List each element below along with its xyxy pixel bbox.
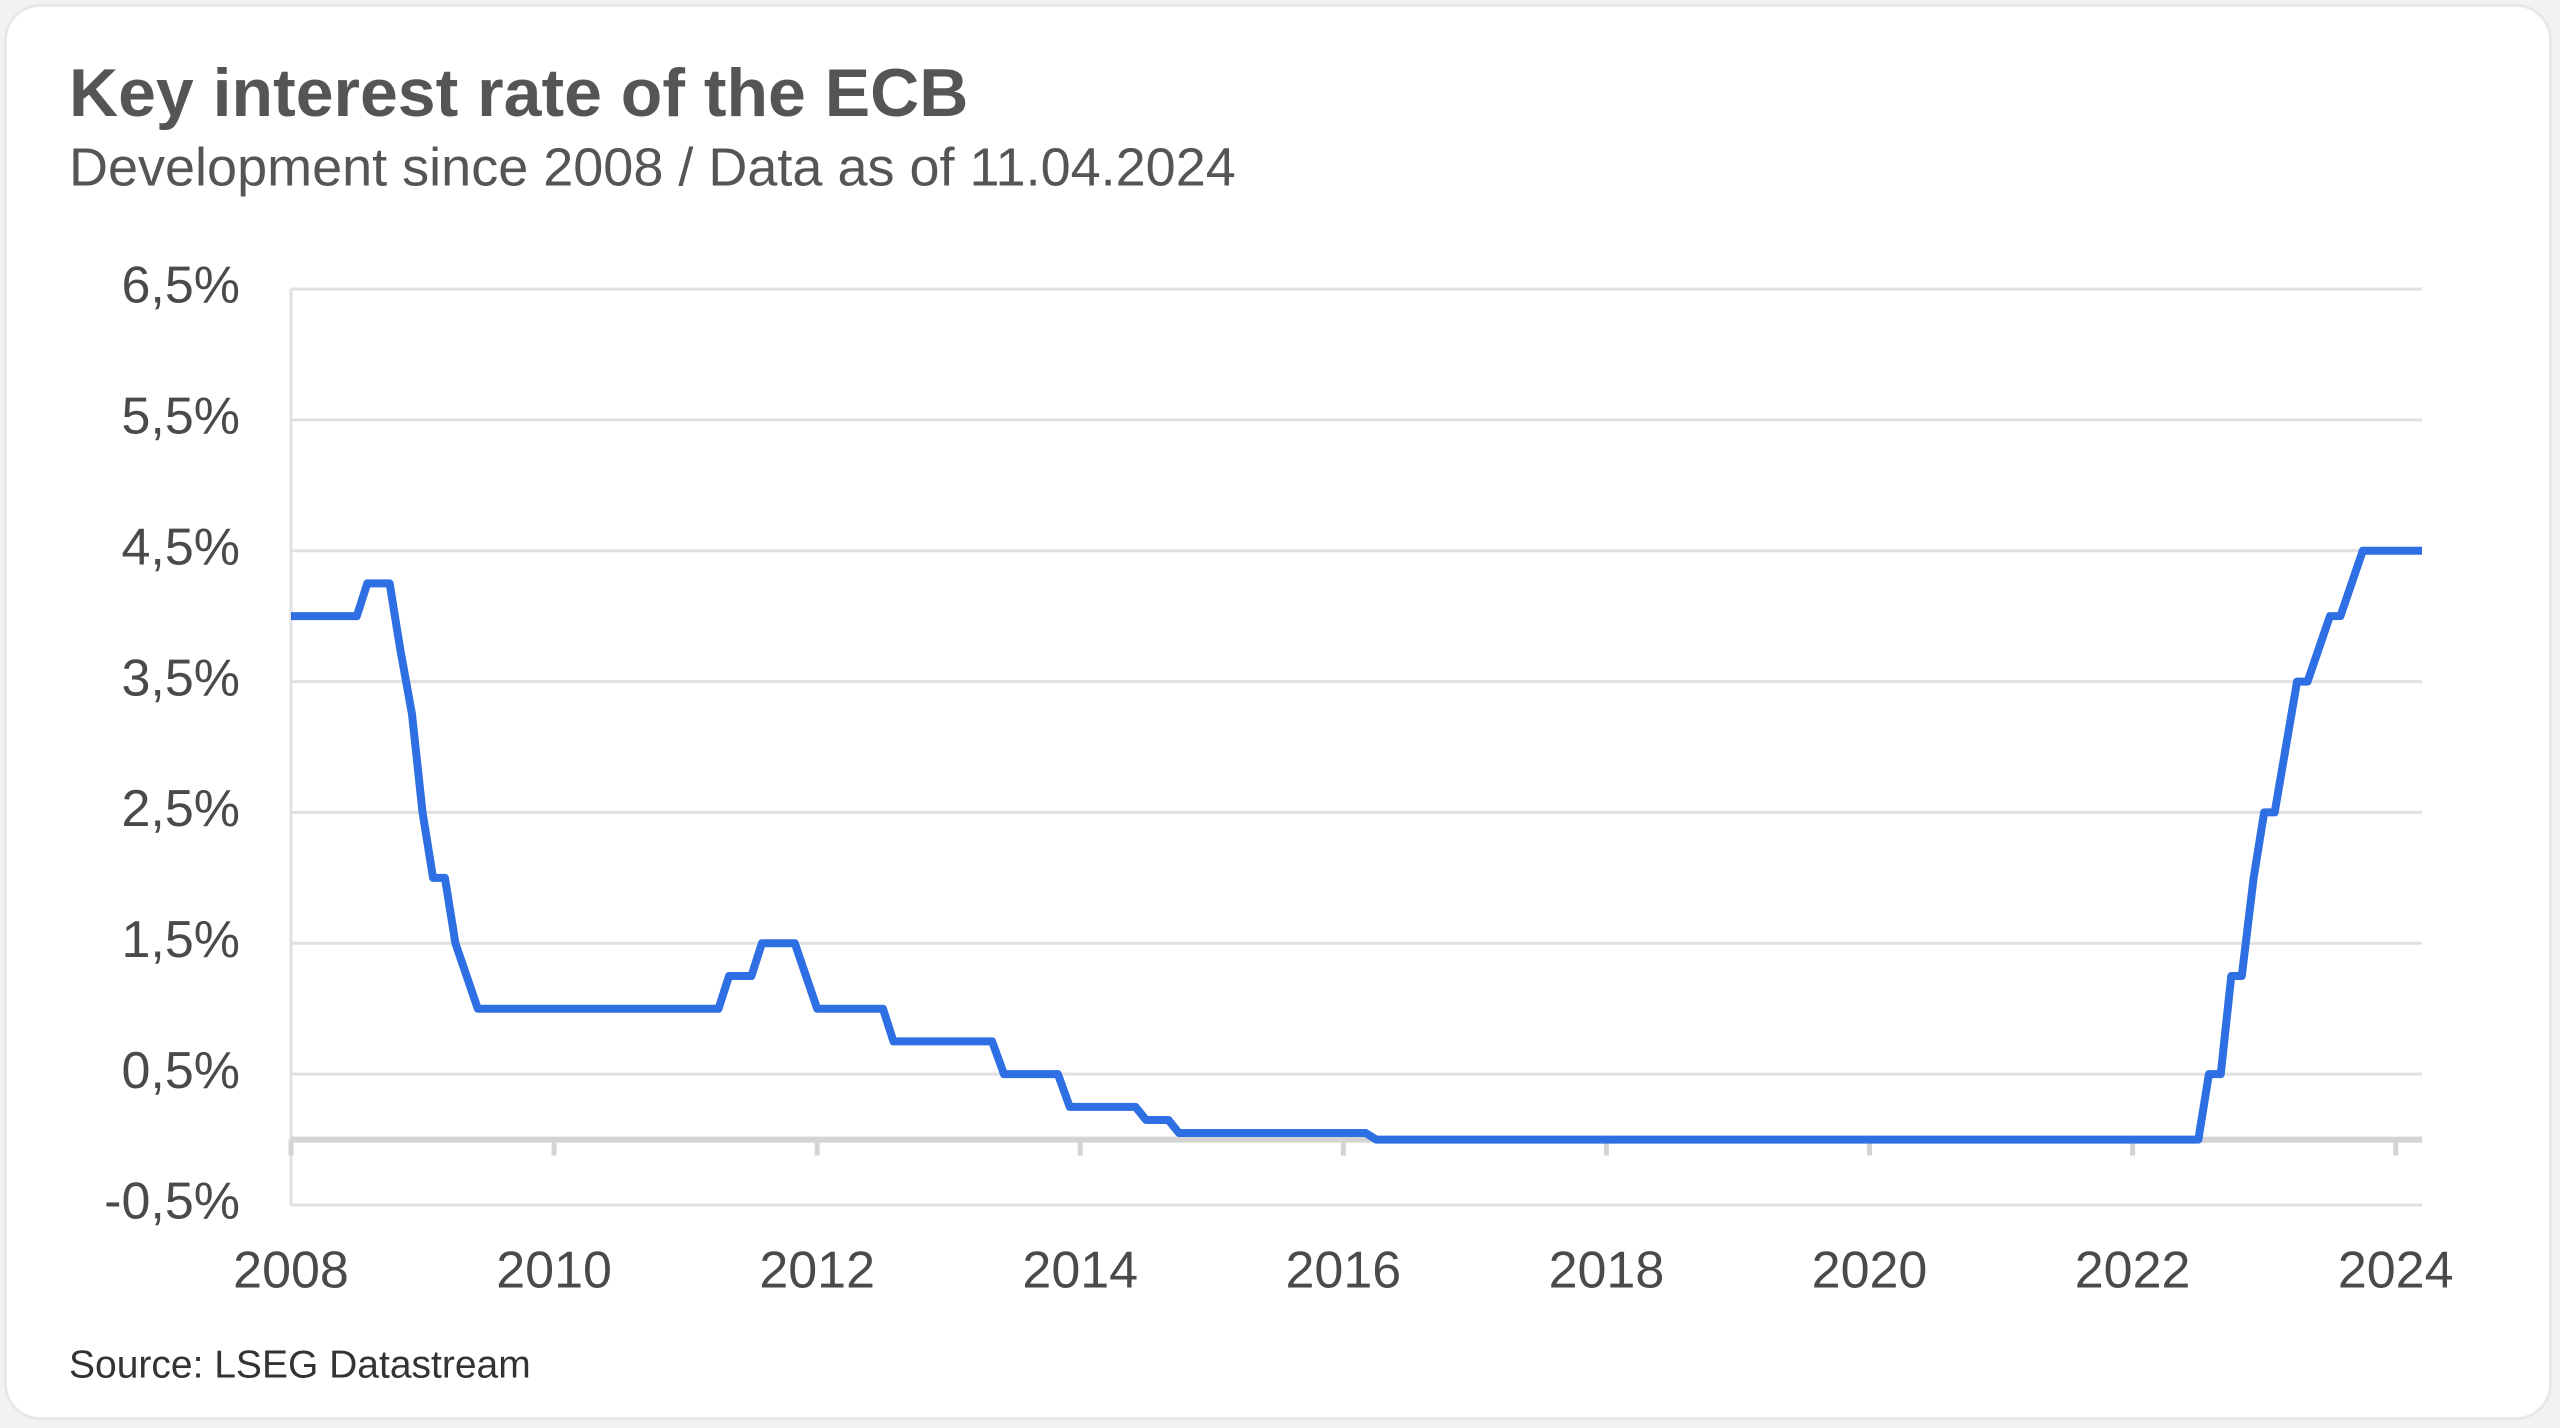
x-tick-label: 2018 — [1549, 1242, 1665, 1300]
y-tick-label: 6,5% — [121, 257, 240, 315]
x-tick-label: 2016 — [1286, 1242, 1402, 1300]
y-tick-label: 1,5% — [121, 911, 240, 969]
x-tick-label: 2008 — [233, 1242, 349, 1300]
data-line — [291, 546, 2422, 1144]
x-tick-label: 2024 — [2338, 1242, 2454, 1300]
chart-subtitle: Development since 2008 / Data as of 11.0… — [69, 137, 1236, 197]
y-tick-label: 3,5% — [121, 649, 240, 707]
card — [4, 4, 2552, 1420]
x-tick-label: 2020 — [1812, 1242, 1928, 1300]
y-tick-label: -0,5% — [104, 1173, 240, 1231]
x-tick-label: 2022 — [2075, 1242, 2191, 1300]
y-tick-label: 4,5% — [121, 518, 240, 576]
x-tick-label: 2012 — [759, 1242, 875, 1300]
chart-title: Key interest rate of the ECB — [69, 55, 968, 131]
y-tick-label: 0,5% — [121, 1042, 240, 1100]
x-tick-label: 2014 — [1022, 1242, 1138, 1300]
source-note: Source: LSEG Datastream — [69, 1343, 531, 1386]
y-tick-label: 5,5% — [121, 388, 240, 446]
x-tick-label: 2010 — [496, 1242, 612, 1300]
y-tick-label: 2,5% — [121, 780, 240, 838]
